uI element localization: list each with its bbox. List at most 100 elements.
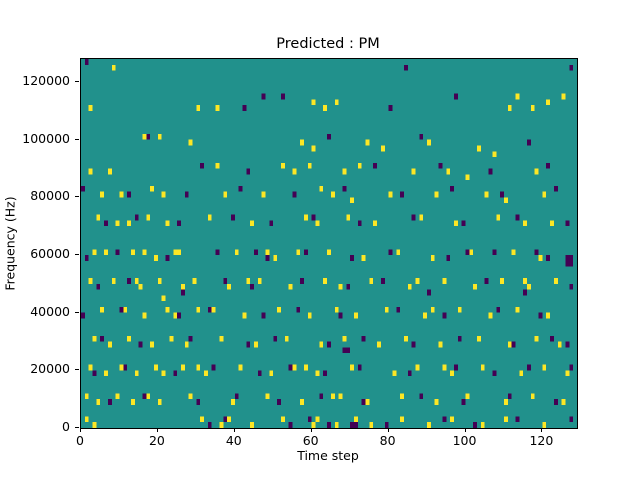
heatmap-cell-low: [246, 168, 251, 175]
heatmap-cell-high: [219, 422, 224, 428]
heatmap-cell-high: [484, 191, 489, 198]
heatmap-cell-low: [400, 191, 404, 198]
heatmap-cell-low: [304, 249, 308, 256]
heatmap-cell-low: [196, 399, 201, 405]
heatmap-cell-high: [207, 214, 212, 221]
x-tick-mark: [541, 428, 543, 432]
heatmap-cell-high: [188, 393, 193, 400]
heatmap-cell-high: [430, 306, 435, 313]
heatmap-cell-high: [142, 249, 147, 256]
heatmap-cell-low: [461, 399, 466, 405]
heatmap-cell-low: [453, 93, 458, 100]
heatmap-cell-high: [219, 335, 224, 342]
heatmap-cell-low: [488, 168, 493, 175]
heatmap-cell-high: [130, 249, 135, 256]
heatmap-cell-low: [515, 214, 520, 221]
heatmap-cell-high: [361, 255, 366, 261]
heatmap-cell-low: [230, 214, 235, 221]
heatmap-cell-low: [357, 364, 362, 371]
heatmap-cell-low: [569, 283, 574, 290]
heatmap-cell-high: [188, 139, 193, 146]
heatmap-cell-high: [480, 422, 485, 428]
y-tick-mark: [75, 427, 79, 428]
y-tick-mark: [75, 196, 79, 198]
heatmap-cell-low: [411, 214, 416, 221]
heatmap-cell-high: [511, 249, 516, 256]
heatmap-cell-high: [338, 393, 343, 400]
heatmap-cell-high: [150, 341, 155, 348]
y-tick-mark: [75, 369, 79, 371]
heatmap-cell-low: [261, 312, 266, 319]
heatmap-cell-low: [527, 364, 531, 371]
heatmap-cell-low: [492, 249, 497, 256]
heatmap-cell-high: [323, 105, 328, 111]
heatmap-cell-high: [465, 174, 470, 181]
heatmap-cell-high: [338, 283, 343, 290]
heatmap-cell-high: [257, 278, 262, 284]
heatmap-cell-high: [403, 335, 408, 342]
heatmap-cell-high: [127, 335, 131, 342]
heatmap-cell-high: [346, 214, 351, 221]
heatmap-cell-high: [300, 139, 304, 146]
heatmap-cell-low: [138, 341, 143, 348]
heatmap-cell-low: [484, 278, 489, 284]
y-tick-label: 40000: [30, 303, 70, 319]
heatmap-cell-low: [411, 341, 416, 348]
heatmap-cell-high: [515, 93, 520, 100]
y-axis-label: Frequency (Hz): [2, 196, 18, 291]
x-tick-label: 80: [379, 433, 396, 448]
heatmap-cell-low: [523, 289, 528, 296]
heatmap-cell-low: [538, 312, 543, 319]
heatmap-cell-low: [546, 255, 551, 261]
heatmap-cell-high: [127, 220, 131, 227]
heatmap-cell-high: [411, 168, 416, 175]
heatmap-cell-low: [565, 220, 570, 227]
heatmap-cell-high: [392, 370, 397, 377]
heatmap-cell-high: [380, 145, 385, 152]
heatmap-cell-high: [353, 312, 358, 319]
heatmap-cell-high: [242, 312, 247, 319]
heatmap-cell-high: [542, 422, 547, 428]
heatmap-cell-high: [165, 220, 170, 227]
heatmap-cell-high: [273, 255, 278, 261]
heatmap-cell-high: [261, 191, 266, 198]
heatmap-cell-low: [346, 283, 351, 290]
heatmap-cell-low: [200, 162, 205, 169]
heatmap-cell-low: [238, 185, 243, 192]
heatmap-cell-high: [350, 197, 354, 204]
heatmap-cell-high: [100, 191, 105, 198]
heatmap-cell-low: [177, 312, 181, 319]
heatmap-cell-high: [500, 278, 504, 284]
heatmap-cell-high: [100, 306, 105, 313]
heatmap-cell-low: [442, 416, 447, 423]
x-tick-mark: [156, 428, 158, 432]
heatmap-cell-high: [238, 364, 243, 371]
heatmap-cell-high: [234, 249, 239, 256]
heatmap-cell-low: [338, 312, 343, 319]
x-tick-label: 100: [452, 433, 477, 448]
heatmap-cell-high: [334, 99, 339, 106]
heatmap-cell-low: [242, 105, 247, 111]
heatmap-cell-high: [557, 341, 562, 348]
heatmap-cell-high: [457, 306, 462, 313]
heatmap-cell-high: [284, 335, 289, 342]
heatmap-cell-low: [407, 370, 412, 377]
heatmap-cell-high: [450, 416, 454, 423]
heatmap-cell-high: [542, 191, 547, 198]
heatmap-cell-low: [565, 341, 570, 348]
heatmap-cell-low: [250, 283, 255, 290]
heatmap-cell-high: [369, 422, 374, 428]
heatmap-cell-high: [330, 191, 335, 198]
heatmap-cell-high: [342, 335, 347, 342]
heatmap-cell-low: [546, 162, 551, 169]
heatmap-cell-high: [142, 133, 147, 140]
x-tick-label: 0: [76, 433, 84, 448]
heatmap-cell-high: [546, 99, 551, 106]
heatmap-cell-high: [492, 151, 497, 158]
heatmap-cell-high: [419, 214, 424, 221]
heatmap-cell-low: [553, 399, 558, 405]
heatmap-cell-low: [300, 278, 304, 284]
heatmap-cell-high: [123, 306, 128, 313]
heatmap-cell-low: [527, 139, 531, 146]
heatmap-cell-high: [180, 283, 185, 290]
